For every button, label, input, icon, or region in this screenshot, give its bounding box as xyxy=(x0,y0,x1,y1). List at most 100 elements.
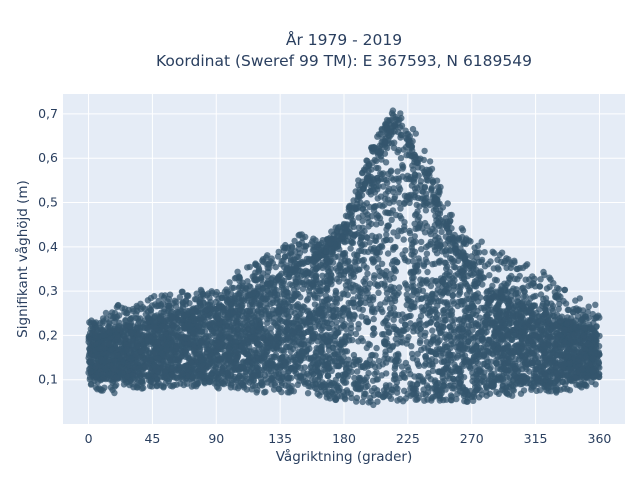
data-point xyxy=(476,314,483,321)
data-point xyxy=(340,275,347,282)
data-point xyxy=(410,269,418,276)
data-point xyxy=(347,264,354,271)
data-point xyxy=(219,365,226,372)
data-point xyxy=(370,315,377,323)
data-point xyxy=(447,255,454,262)
data-point xyxy=(405,313,413,320)
data-point xyxy=(417,313,425,320)
data-point xyxy=(386,311,393,318)
data-point xyxy=(346,315,353,323)
data-point xyxy=(400,373,408,381)
data-point xyxy=(382,159,390,166)
data-point xyxy=(404,258,412,265)
data-point xyxy=(393,389,401,396)
data-point xyxy=(382,382,390,389)
data-point xyxy=(273,363,280,370)
data-point xyxy=(455,326,462,333)
data-point xyxy=(429,360,436,368)
data-point xyxy=(310,353,318,361)
data-point xyxy=(383,268,390,275)
data-point xyxy=(232,355,240,362)
data-point xyxy=(324,372,331,380)
data-point xyxy=(376,272,383,280)
data-point xyxy=(253,310,261,317)
data-point xyxy=(321,319,329,326)
data-point xyxy=(258,305,265,312)
data-point xyxy=(434,340,441,347)
data-point xyxy=(360,256,367,264)
data-point xyxy=(413,357,421,364)
data-point xyxy=(365,218,373,226)
data-point xyxy=(384,223,392,230)
data-point xyxy=(303,297,311,304)
data-point xyxy=(515,311,522,318)
data-point xyxy=(362,379,370,386)
data-point xyxy=(391,362,399,370)
data-point xyxy=(345,333,352,340)
data-point xyxy=(99,371,107,378)
data-point xyxy=(467,363,474,371)
data-point xyxy=(326,382,334,389)
data-point xyxy=(361,227,368,235)
data-point xyxy=(422,329,429,337)
data-point xyxy=(423,250,431,257)
data-point xyxy=(300,354,308,362)
data-point xyxy=(563,345,570,352)
data-point xyxy=(289,345,297,353)
data-point xyxy=(286,281,294,288)
data-point xyxy=(387,168,394,175)
data-point xyxy=(448,367,455,374)
data-point xyxy=(423,338,430,346)
data-point xyxy=(406,227,413,235)
data-point xyxy=(396,199,403,207)
data-point xyxy=(344,258,351,266)
data-point xyxy=(323,311,330,318)
data-point xyxy=(375,165,382,172)
data-point xyxy=(415,362,423,369)
data-point xyxy=(301,364,308,371)
data-point xyxy=(389,342,397,350)
data-point xyxy=(366,341,373,348)
data-point xyxy=(378,260,386,267)
data-point xyxy=(436,345,443,353)
data-point xyxy=(429,327,436,334)
data-point xyxy=(324,352,331,360)
data-point xyxy=(455,333,462,341)
data-point xyxy=(524,358,531,366)
data-point xyxy=(422,294,430,301)
data-point xyxy=(359,212,366,219)
data-point xyxy=(465,322,473,329)
data-point xyxy=(337,295,344,302)
data-point xyxy=(418,246,425,253)
data-point xyxy=(395,352,402,359)
data-point xyxy=(382,209,389,216)
data-point xyxy=(397,205,404,212)
data-point xyxy=(315,310,322,318)
data-point xyxy=(405,175,412,183)
data-point xyxy=(359,306,366,313)
data-point xyxy=(445,356,452,363)
data-point xyxy=(378,306,385,313)
data-point xyxy=(434,368,442,375)
data-point xyxy=(205,361,212,368)
data-point xyxy=(359,337,366,345)
data-point xyxy=(273,286,280,294)
data-point xyxy=(485,336,492,343)
data-point xyxy=(373,221,380,228)
data-point xyxy=(451,382,458,389)
data-point xyxy=(153,324,160,332)
data-point xyxy=(288,374,295,382)
data-point xyxy=(321,278,328,285)
data-point xyxy=(342,282,350,289)
data-point xyxy=(370,275,378,282)
data-point xyxy=(128,355,135,362)
data-point xyxy=(396,284,403,291)
data-point xyxy=(413,287,420,295)
data-point xyxy=(401,226,408,233)
data-point xyxy=(355,287,362,294)
data-point xyxy=(411,212,419,219)
data-point xyxy=(441,382,448,389)
data-point xyxy=(375,357,383,365)
data-point xyxy=(331,350,338,357)
data-point xyxy=(311,301,319,308)
